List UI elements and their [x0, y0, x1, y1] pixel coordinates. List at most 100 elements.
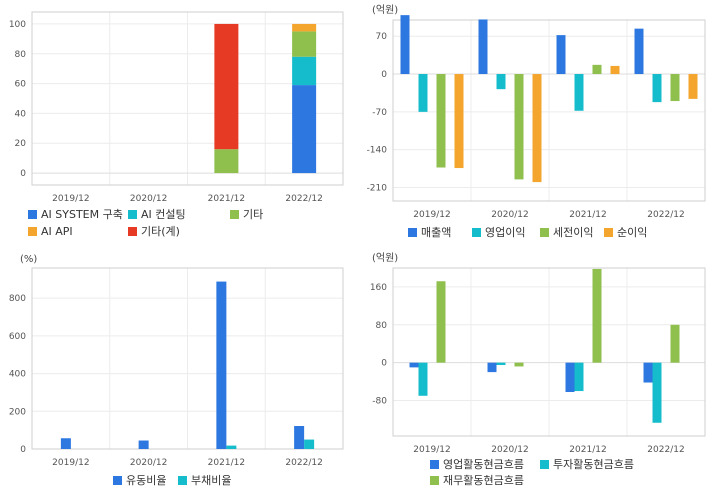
- x-tick-label: 2021/12: [208, 458, 245, 468]
- x-tick-label: 2019/12: [413, 445, 450, 455]
- y-tick-label: 200: [9, 407, 26, 417]
- bar: [496, 74, 506, 90]
- legend-swatch: [430, 460, 439, 469]
- bar: [610, 65, 620, 75]
- legend-label: 매출액: [421, 226, 451, 239]
- x-tick-label: 2022/12: [647, 210, 684, 220]
- bar: [436, 281, 446, 363]
- legend-label: 영업활동현금흐름: [443, 457, 524, 471]
- legend-swatch: [540, 460, 549, 469]
- y-tick-label: 70: [376, 32, 388, 42]
- y-tick-label: 40: [15, 109, 27, 119]
- chart-3: (%) 0 200 400 600 800 2019/12 2020/12 2021/12 202…: [9, 254, 344, 487]
- legend-label: 투자활동현금흐름: [553, 457, 634, 471]
- bar: [409, 362, 419, 368]
- bar: [670, 74, 680, 102]
- bar: [294, 425, 305, 449]
- legend-label: 순이익: [617, 226, 647, 239]
- legend-swatch: [28, 210, 37, 219]
- x-tick-label: 2019/12: [52, 458, 89, 468]
- legend-swatch: [128, 210, 137, 219]
- y-tick-label: -140: [367, 146, 388, 156]
- x-tick-label: 2020/12: [130, 458, 167, 468]
- legend-swatch: [408, 228, 417, 237]
- legend-swatch: [472, 228, 481, 237]
- bar: [592, 268, 602, 363]
- legend-label: 영업이익: [485, 226, 525, 239]
- y-tick-label: 80: [376, 321, 388, 331]
- legend-label: AI 컨설팅: [141, 208, 186, 221]
- legend-label: 재무활동현금흐름: [443, 473, 524, 487]
- y-tick-label: 160: [370, 283, 387, 293]
- bar: [478, 19, 488, 75]
- bar: [400, 15, 410, 75]
- bar: [565, 362, 575, 392]
- y-tick-label: 60: [15, 80, 27, 90]
- x-tick-label: 2019/12: [413, 210, 450, 220]
- bar: [634, 28, 644, 75]
- bar: [60, 438, 71, 449]
- legend-label: 부채비율: [191, 474, 231, 487]
- y-tick-label: 800: [9, 294, 26, 304]
- x-tick-label: 2022/12: [285, 458, 322, 468]
- bar: [436, 74, 446, 168]
- bar: [670, 324, 680, 363]
- legend-label: 기타(계): [141, 225, 180, 238]
- x-tick-label: 2021/12: [569, 210, 606, 220]
- bar: [556, 35, 566, 75]
- legend-swatch: [113, 476, 122, 485]
- legend-swatch: [430, 476, 439, 485]
- bar: [216, 281, 227, 449]
- y-tick-label: -80: [372, 397, 387, 407]
- x-tick-label: 2021/12: [208, 194, 245, 204]
- y-tick-label: 600: [9, 332, 26, 342]
- bar: [574, 74, 584, 111]
- y-tick-label: -210: [367, 183, 388, 193]
- y-tick-label: 20: [15, 139, 27, 149]
- legend-swatch: [128, 227, 137, 236]
- bar: [214, 23, 239, 150]
- bar: [292, 23, 317, 32]
- bar: [292, 56, 317, 86]
- chart-1: 0 20 40 60 80 100 2019/12 2020/12 2021/12 2022/12…: [9, 11, 344, 238]
- y-tick-label: 400: [9, 370, 26, 380]
- chart-4: (억원) 160 80 0 -80 2019/12 2020/12 2021/12 2022/1…: [370, 252, 706, 487]
- legend-swatch: [230, 210, 239, 219]
- bar: [138, 440, 149, 449]
- chart-2: (억원) 70 0 -70 -140 -210 2019/12 2020/12 2021/12 2…: [367, 4, 706, 239]
- legend-swatch: [178, 476, 187, 485]
- bar: [226, 445, 237, 449]
- bar: [214, 149, 239, 174]
- bar: [418, 74, 428, 112]
- y-tick-label: 0: [20, 169, 26, 179]
- bar: [454, 74, 464, 169]
- bar: [643, 362, 653, 383]
- bar: [292, 31, 317, 57]
- x-tick-label: 2020/12: [491, 445, 528, 455]
- x-tick-label: 2022/12: [285, 194, 322, 204]
- bar: [292, 85, 317, 174]
- legend-label: AI API: [41, 225, 73, 238]
- bar: [304, 439, 315, 449]
- plot-area: [31, 11, 344, 186]
- bar: [592, 64, 602, 75]
- bar: [496, 362, 506, 366]
- bar: [574, 362, 584, 392]
- legend-label: 기타: [243, 208, 263, 221]
- y-tick-label: 0: [381, 359, 387, 369]
- plot-area: [392, 267, 706, 437]
- bar: [532, 74, 542, 183]
- y-tick-label: 100: [9, 20, 26, 30]
- plot-area: [392, 19, 706, 202]
- unit-label: (억원): [372, 4, 398, 16]
- unit-label: (억원): [372, 252, 398, 264]
- y-tick-label: -70: [372, 108, 387, 118]
- plot-area: [31, 267, 344, 450]
- legend-swatch: [28, 227, 37, 236]
- legend-label: 세전이익: [553, 226, 593, 239]
- y-tick-label: 80: [15, 50, 27, 60]
- legend-label: 유동비율: [126, 474, 166, 487]
- x-tick-label: 2021/12: [569, 445, 606, 455]
- legend-label: AI SYSTEM 구축: [41, 208, 123, 221]
